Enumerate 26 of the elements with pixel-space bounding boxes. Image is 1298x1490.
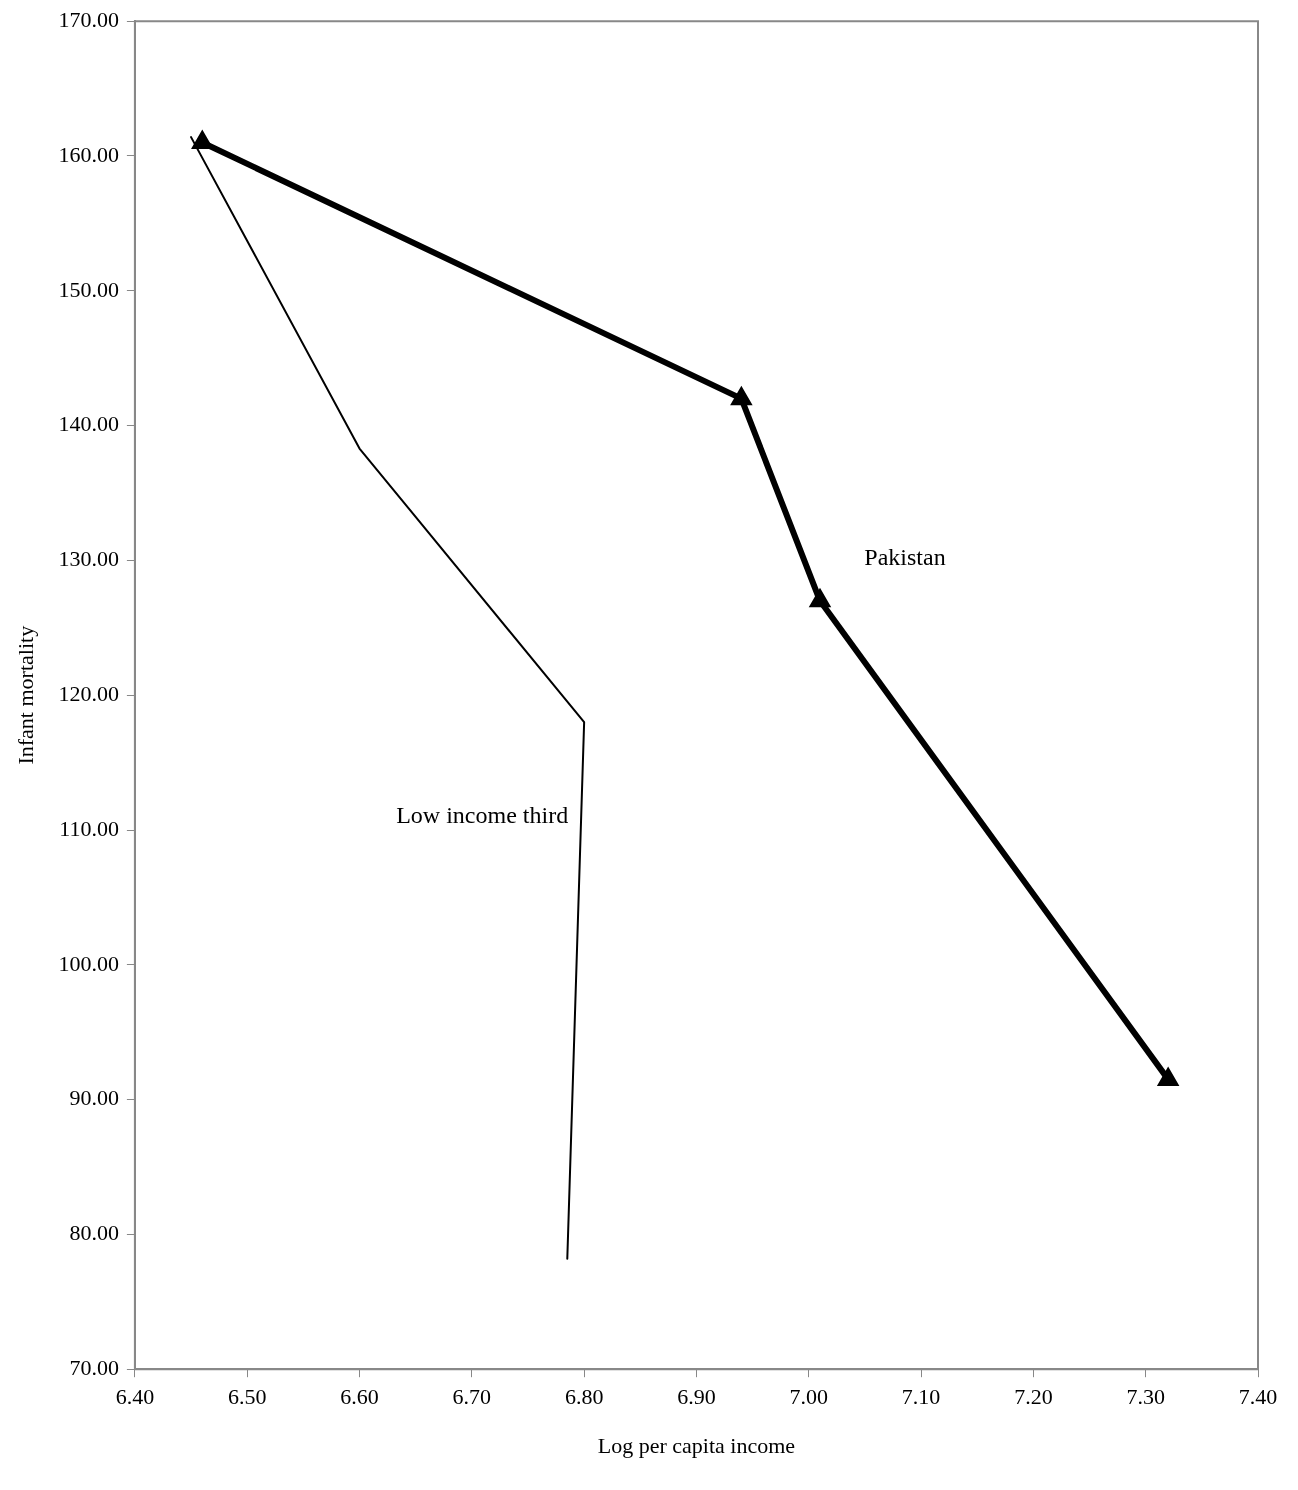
y-tick-label: 100.00 bbox=[58, 950, 119, 976]
y-tick-label: 70.00 bbox=[69, 1354, 119, 1380]
y-tick-label: 90.00 bbox=[69, 1085, 119, 1111]
y-tick-label: 130.00 bbox=[58, 546, 119, 572]
y-tick-label: 110.00 bbox=[59, 815, 119, 841]
text: Pakistan bbox=[864, 544, 946, 571]
x-tick-label: 7.40 bbox=[1238, 1384, 1278, 1410]
y-tick-label: 150.00 bbox=[58, 276, 119, 302]
x-tick-label: 7.00 bbox=[789, 1384, 829, 1410]
series-label: Low income third bbox=[396, 802, 569, 829]
x-tick-label: 6.80 bbox=[564, 1384, 604, 1410]
x-tick-label: 6.70 bbox=[452, 1384, 492, 1410]
x-tick-label: 6.60 bbox=[340, 1384, 379, 1410]
y-axis-title: Infant mortality bbox=[12, 625, 38, 765]
x-tick-label: 7.10 bbox=[901, 1384, 941, 1410]
x-tick-label: 6.40 bbox=[115, 1384, 155, 1410]
x-axis-title: Log per capita income bbox=[597, 1432, 796, 1458]
x-tick-label: 6.50 bbox=[227, 1384, 267, 1410]
y-tick-label: 160.00 bbox=[58, 141, 119, 167]
x-tick-label: 6.90 bbox=[677, 1384, 716, 1410]
x-tick-label: 7.20 bbox=[1014, 1384, 1053, 1410]
y-tick-label: 140.00 bbox=[58, 411, 119, 437]
y-tick-label: 120.00 bbox=[58, 680, 119, 706]
y-tick-label: 170.00 bbox=[58, 6, 119, 32]
x-tick-label: 7.30 bbox=[1126, 1384, 1165, 1410]
y-tick-label: 80.00 bbox=[69, 1220, 119, 1246]
